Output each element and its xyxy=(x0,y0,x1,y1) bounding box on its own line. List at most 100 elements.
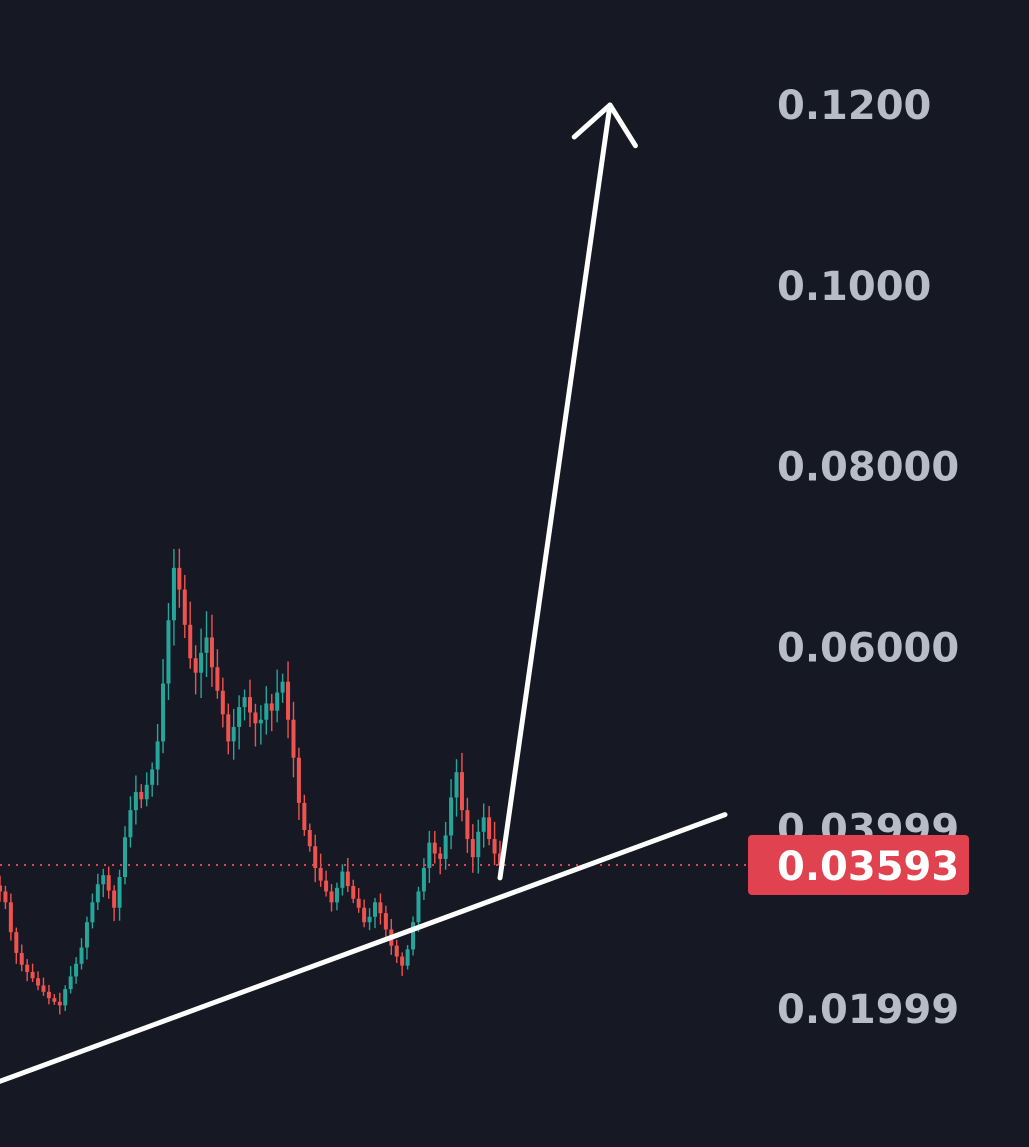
candle xyxy=(231,708,236,760)
arrow-head xyxy=(571,102,638,149)
candle-body xyxy=(90,902,95,923)
candle-body xyxy=(3,891,8,903)
candle-body xyxy=(340,871,345,888)
candle-body xyxy=(296,757,301,803)
candle-body xyxy=(313,846,318,868)
candle xyxy=(68,966,73,994)
candle-body xyxy=(133,792,138,811)
candle xyxy=(25,959,30,982)
y-tick-label: 0.08000 xyxy=(777,445,959,491)
candle-body xyxy=(215,667,220,691)
candle xyxy=(356,887,361,913)
candle xyxy=(454,759,459,817)
candle xyxy=(449,779,454,850)
candle xyxy=(57,992,62,1015)
y-tick-label: 0.1000 xyxy=(777,264,931,310)
candle xyxy=(275,669,280,723)
current-price-badge-bg xyxy=(748,834,969,895)
candle xyxy=(329,884,334,912)
candle xyxy=(215,649,220,699)
candle xyxy=(362,899,367,928)
candle xyxy=(334,882,339,911)
candle xyxy=(405,945,410,970)
candle xyxy=(459,752,464,822)
candle xyxy=(112,885,117,922)
candles-layer xyxy=(0,548,502,1015)
candle xyxy=(481,803,486,848)
candle xyxy=(411,916,416,956)
candle-body xyxy=(394,945,399,957)
candle xyxy=(46,984,51,1005)
candle-body xyxy=(329,891,334,903)
candle xyxy=(400,952,405,976)
candle-body xyxy=(150,769,155,785)
candle-body xyxy=(345,871,350,887)
y-tick-label: 0.06000 xyxy=(777,625,959,671)
candle-body xyxy=(269,703,274,711)
candle-body xyxy=(498,853,502,866)
candle-body xyxy=(8,902,13,933)
candle xyxy=(101,868,106,898)
candle xyxy=(286,661,291,739)
candle-body xyxy=(476,831,481,858)
candle xyxy=(269,694,274,732)
candle xyxy=(117,869,122,921)
candle-body xyxy=(291,719,296,758)
candle-body xyxy=(57,1001,62,1006)
candle-body xyxy=(46,991,51,999)
candle xyxy=(264,686,269,735)
candle xyxy=(351,879,356,904)
candle-body xyxy=(454,772,459,798)
candle xyxy=(52,994,57,1005)
price-axis: 0.12000.10000.080000.060000.039990.01999… xyxy=(748,83,969,1033)
candle xyxy=(188,601,193,669)
candle-body xyxy=(209,637,214,668)
candle-body xyxy=(351,886,356,899)
candle xyxy=(36,971,41,991)
candle xyxy=(63,985,68,1012)
candle-body xyxy=(378,902,383,914)
candle xyxy=(14,927,19,964)
candle xyxy=(443,821,448,870)
candle xyxy=(340,864,345,896)
candle-body xyxy=(139,792,144,800)
candle xyxy=(313,834,318,883)
candle xyxy=(296,747,301,820)
candle xyxy=(258,705,263,745)
candle-body xyxy=(470,839,475,858)
candle-body xyxy=(193,658,198,673)
candle xyxy=(182,574,187,638)
candle xyxy=(74,957,79,984)
candle xyxy=(476,819,481,874)
candle xyxy=(150,762,155,797)
candle-body xyxy=(465,810,470,840)
candle xyxy=(90,893,95,929)
candle xyxy=(193,645,198,695)
current-price-label: 0.03593 xyxy=(777,844,959,890)
candle-body xyxy=(449,797,454,836)
candle-body xyxy=(155,741,160,770)
candle xyxy=(302,794,307,836)
candle xyxy=(30,963,35,983)
candle-body xyxy=(242,697,247,708)
candle xyxy=(367,908,372,931)
candle-body xyxy=(36,978,41,986)
candle xyxy=(0,875,2,902)
candle xyxy=(394,939,399,964)
candle-body xyxy=(367,916,372,923)
candle-body xyxy=(144,784,149,800)
candle-body xyxy=(161,683,166,742)
candle-body xyxy=(68,976,73,990)
candle-body xyxy=(204,637,209,653)
candle xyxy=(209,614,214,687)
candle-body xyxy=(0,885,2,892)
candle xyxy=(416,886,421,932)
candle xyxy=(204,611,209,678)
candle-body xyxy=(362,907,367,923)
candle-body xyxy=(226,714,231,742)
candle xyxy=(123,826,127,885)
candle xyxy=(421,858,426,900)
candle-body xyxy=(481,817,486,832)
candle-body xyxy=(432,842,437,854)
